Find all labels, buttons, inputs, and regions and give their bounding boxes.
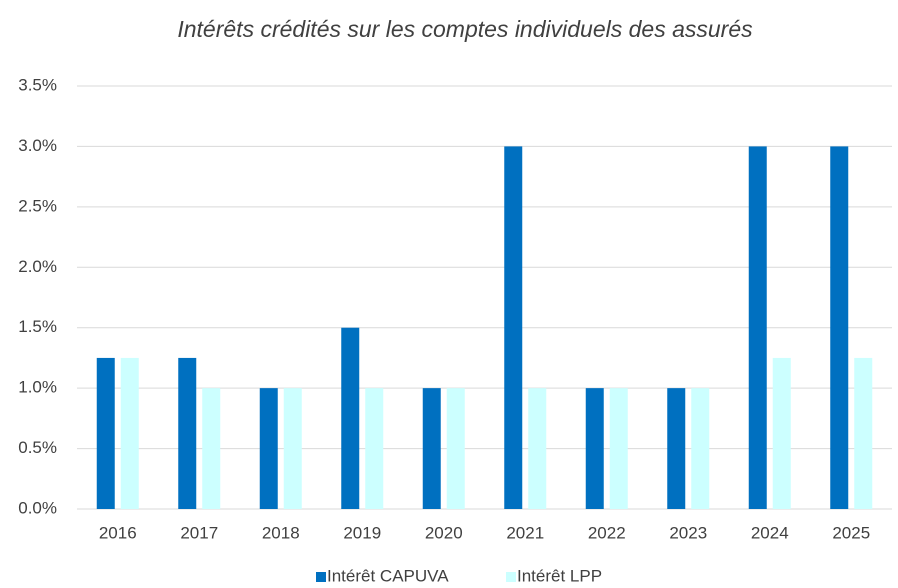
bar — [772, 357, 791, 509]
legend-label: Intérêt LPP — [517, 566, 602, 585]
bar — [96, 357, 115, 509]
legend-swatch — [506, 572, 516, 582]
bar — [120, 357, 139, 509]
legend-swatch — [316, 572, 326, 582]
y-tick-label: 3.0% — [18, 136, 57, 155]
bar — [202, 388, 221, 509]
y-tick-label: 2.5% — [18, 196, 57, 215]
x-tick-label: 2022 — [588, 523, 626, 542]
bar — [259, 388, 278, 509]
y-tick-label: 1.0% — [18, 378, 57, 397]
bar — [446, 388, 465, 509]
y-tick-label: 1.5% — [18, 317, 57, 336]
bar — [504, 146, 523, 509]
chart-title: Intérêts crédités sur les comptes indivi… — [177, 16, 753, 42]
bar — [283, 388, 302, 509]
x-tick-label: 2023 — [669, 523, 707, 542]
x-tick-label: 2025 — [832, 523, 870, 542]
x-tick-label: 2017 — [180, 523, 218, 542]
bar — [528, 388, 547, 509]
x-tick-label: 2021 — [506, 523, 544, 542]
bar — [585, 388, 604, 509]
x-tick-label: 2019 — [343, 523, 381, 542]
x-tick-label: 2016 — [99, 523, 137, 542]
y-tick-label: 3.5% — [18, 75, 57, 94]
bar — [341, 327, 360, 509]
x-tick-label: 2024 — [751, 523, 789, 542]
bar — [691, 388, 710, 509]
bar — [854, 357, 873, 509]
bar — [365, 388, 384, 509]
bar — [422, 388, 441, 509]
bar — [830, 146, 849, 509]
x-tick-label: 2020 — [425, 523, 463, 542]
bar — [667, 388, 686, 509]
bar — [609, 388, 628, 509]
y-tick-label: 0.0% — [18, 498, 57, 517]
bar — [748, 146, 767, 509]
bar — [178, 357, 197, 509]
y-tick-label: 0.5% — [18, 438, 57, 457]
x-tick-label: 2018 — [262, 523, 300, 542]
y-tick-label: 2.0% — [18, 257, 57, 276]
legend-label: Intérêt CAPUVA — [327, 566, 449, 585]
